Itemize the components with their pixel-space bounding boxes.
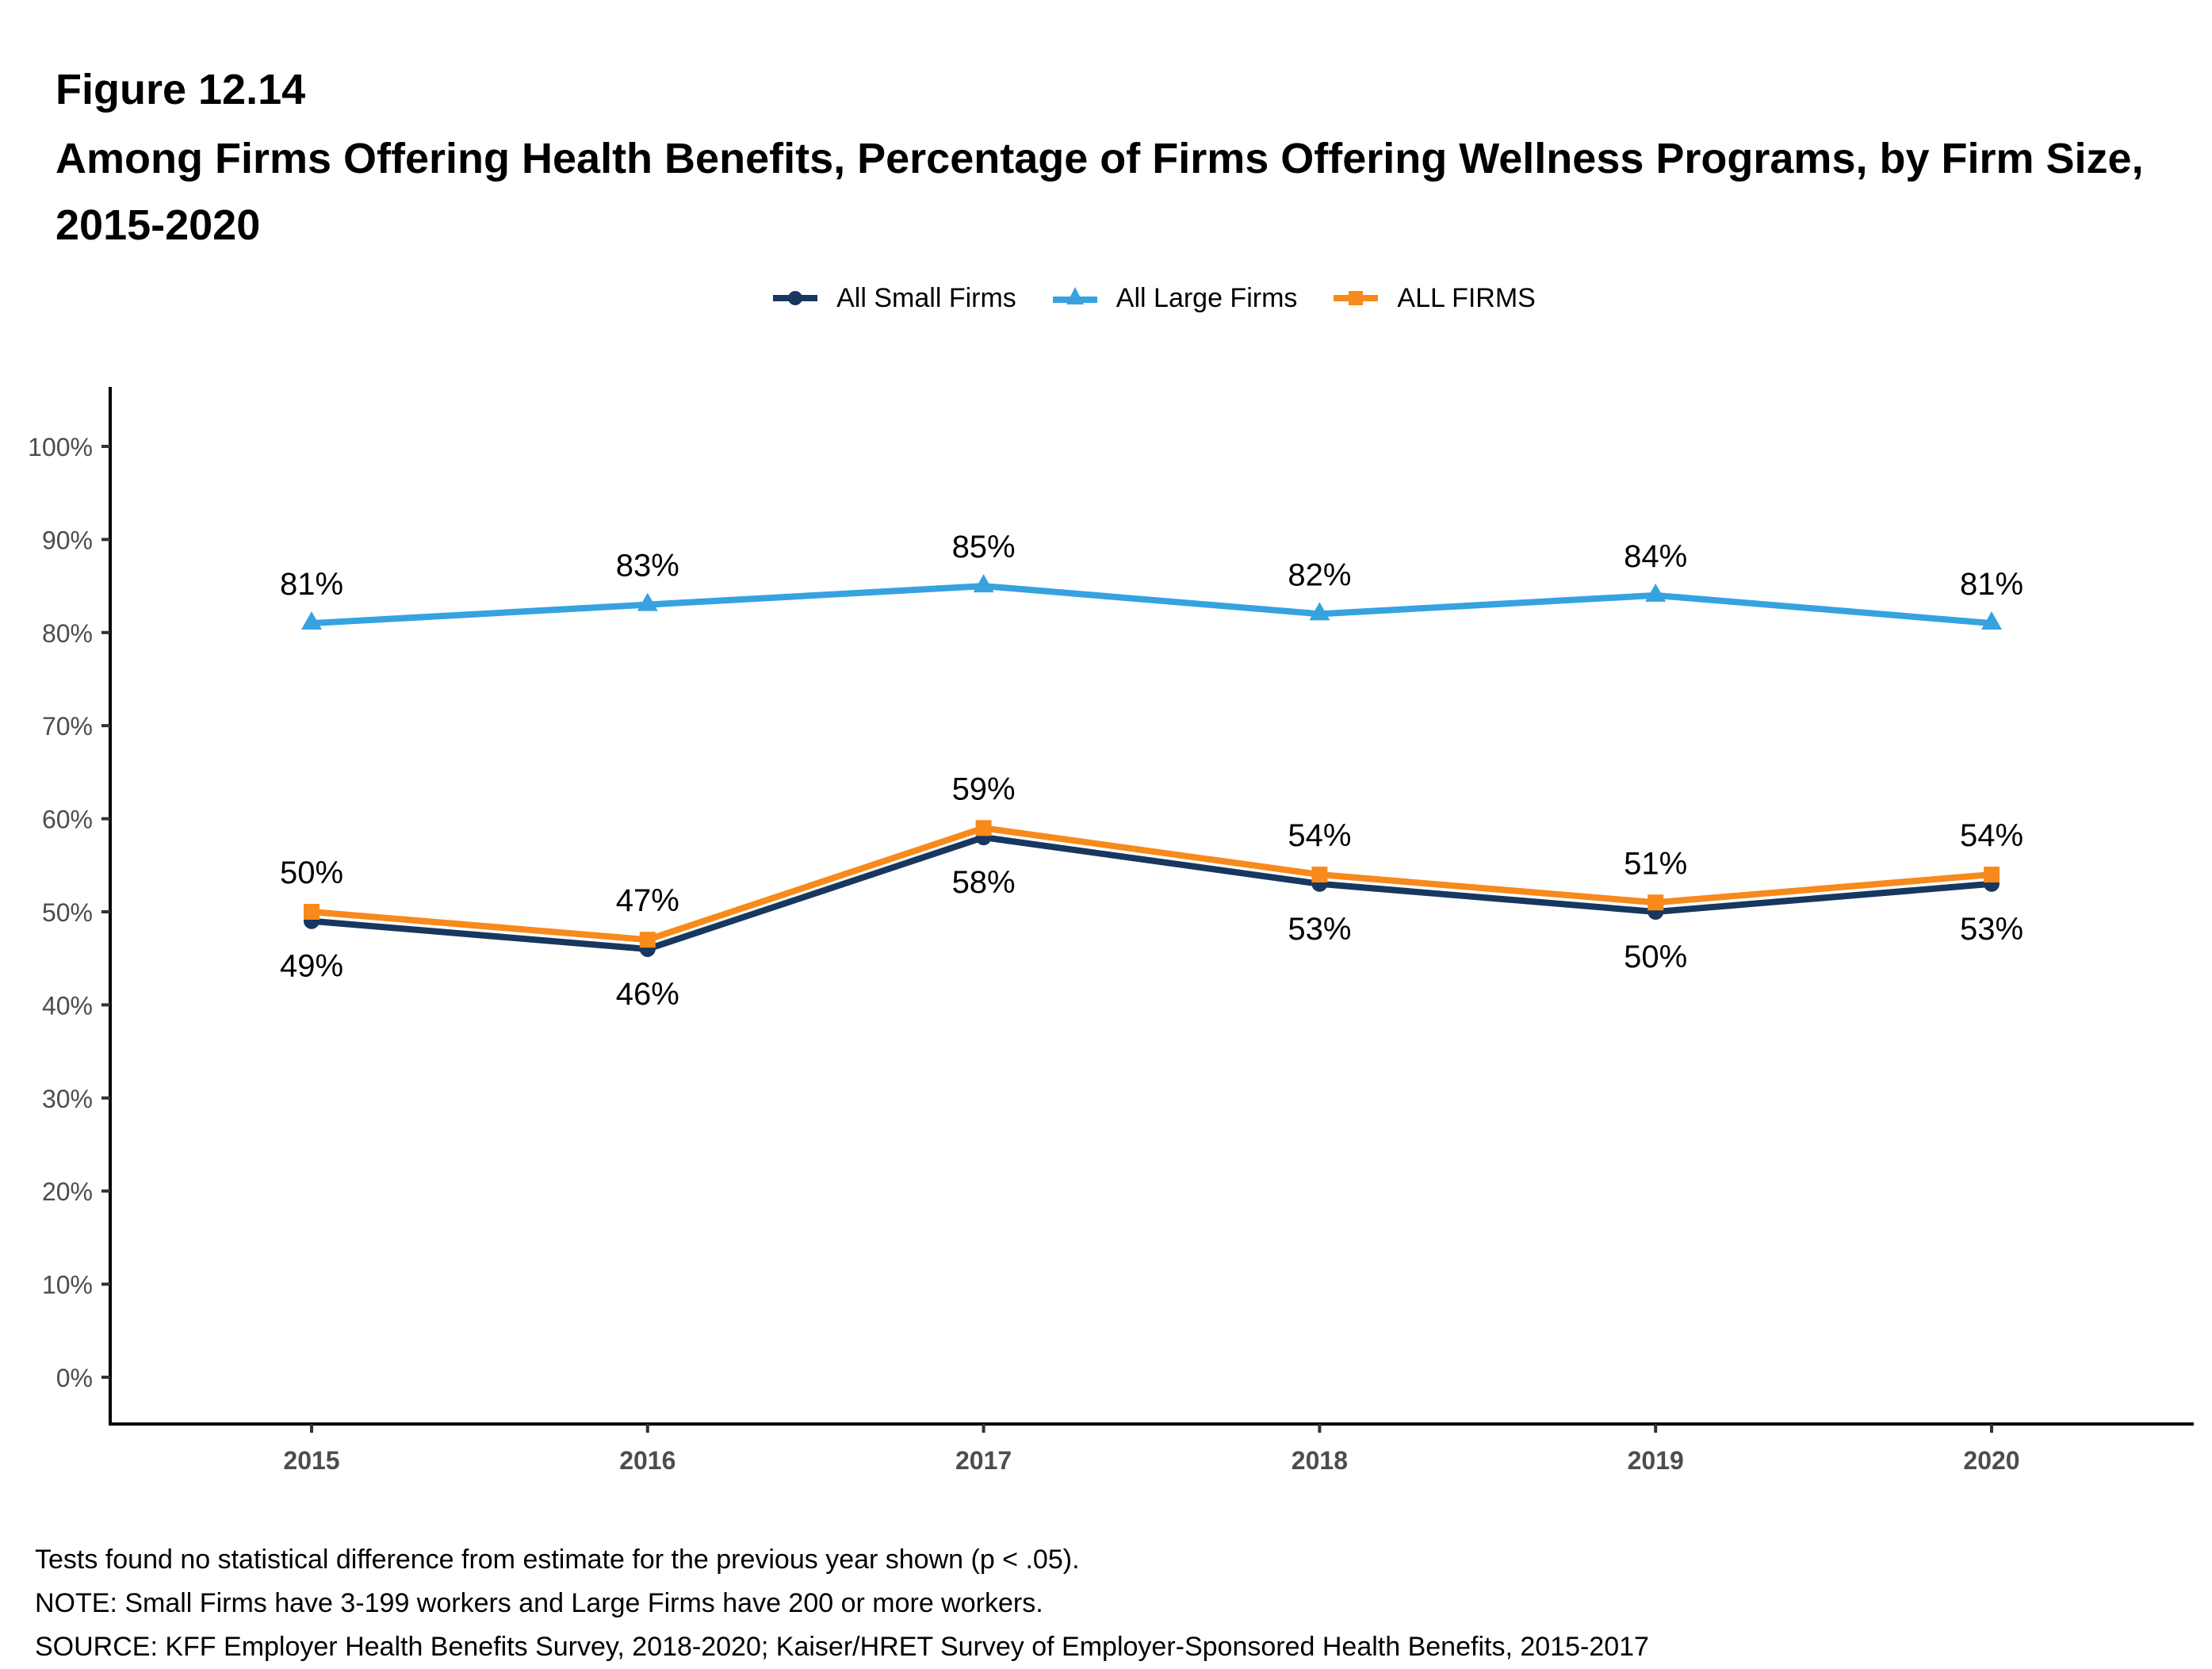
x-tick-label: 2017 (955, 1446, 1012, 1475)
legend-item-all-firms[interactable]: ALL FIRMS (1332, 282, 1536, 314)
legend-key-square-icon (1334, 291, 1379, 305)
data-label: 46% (616, 977, 679, 1012)
y-tick-label: 70% (42, 712, 93, 741)
data-point-triangle (1981, 611, 2002, 630)
legend-label: All Large Firms (1116, 283, 1298, 313)
data-label: 53% (1288, 912, 1351, 947)
data-point-square (1311, 867, 1328, 883)
legend-label: All Small Firms (836, 283, 1016, 313)
data-point-square (304, 904, 320, 920)
x-tick-label: 2018 (1292, 1446, 1348, 1475)
y-tick-label: 60% (42, 806, 93, 834)
data-label: 50% (280, 856, 343, 890)
legend-item-small-firms[interactable]: All Small Firms (771, 282, 1016, 314)
y-tick-label: 30% (42, 1085, 93, 1113)
data-label: 59% (952, 771, 1016, 806)
data-label: 51% (1624, 846, 1687, 881)
y-tick-label: 50% (42, 898, 93, 927)
y-tick-label: 100% (28, 433, 93, 461)
series-line (311, 833, 1992, 953)
chart-title: Among Firms Offering Health Benefits, Pe… (55, 135, 2144, 249)
data-label: 47% (616, 883, 679, 918)
series-all-large-firms (301, 574, 2002, 630)
data-label: 82% (1288, 557, 1351, 592)
data-point-triangle (973, 574, 994, 593)
y-tick-label: 90% (42, 526, 93, 554)
data-label: 83% (616, 549, 679, 584)
data-label: 81% (280, 567, 343, 602)
x-tick-label: 2015 (283, 1446, 339, 1475)
footnote-note: NOTE: Small Firms have 3-199 workers and… (35, 1588, 1043, 1618)
x-tick-label: 2016 (619, 1446, 675, 1475)
x-tick-label: 2019 (1628, 1446, 1684, 1475)
data-point-triangle (1645, 583, 1667, 602)
x-axis: 2015 2016 2017 2018 2019 2020 (109, 1422, 2194, 1475)
series-line (311, 825, 1992, 944)
data-point-square (639, 932, 656, 948)
data-point-square (975, 820, 992, 836)
data-label: 58% (952, 865, 1016, 900)
series-layer (301, 574, 2002, 957)
series-all-firms (304, 820, 2000, 948)
y-tick-label: 20% (42, 1177, 93, 1206)
footnote-significance: Tests found no statistical difference fr… (35, 1545, 1080, 1575)
data-label: 85% (952, 530, 1016, 565)
data-point-triangle (301, 611, 322, 630)
data-label-layer: 49% 46% 58% 53% 50% 53% 81% 83% 85% 82% 84% 81% 50% 4… (280, 530, 2023, 1012)
footnotes: Tests found no statistical difference fr… (35, 1538, 1649, 1669)
x-tick-label: 2020 (1963, 1446, 2019, 1475)
y-tick-label: 80% (42, 619, 93, 648)
figure-label: Figure 12.14 (55, 66, 306, 113)
data-label: 49% (280, 949, 343, 984)
y-tick-label: 0% (56, 1364, 93, 1392)
legend-item-large-firms[interactable]: All Large Firms (1051, 282, 1298, 314)
legend-key-circle-icon (773, 291, 818, 305)
footnote-source: SOURCE: KFF Employer Health Benefits Sur… (35, 1632, 1649, 1662)
y-axis: 0% 10% 20% 30% 40% 50% 60% 70% 80% 90% 100% (28, 387, 112, 1426)
data-point-triangle (1309, 602, 1330, 621)
data-label: 84% (1624, 539, 1687, 574)
data-label: 53% (1960, 912, 2023, 947)
data-label: 81% (1960, 567, 2023, 602)
data-label: 54% (1288, 818, 1351, 853)
data-label: 54% (1960, 818, 2023, 853)
legend: All Small Firms All Large Firms ALL FIRM… (0, 282, 2212, 314)
legend-label: ALL FIRMS (1397, 283, 1536, 313)
data-point-square (1648, 894, 1664, 911)
series-line (311, 583, 1992, 627)
y-tick-label: 10% (42, 1271, 93, 1300)
data-point-triangle (637, 592, 658, 611)
data-label: 50% (1624, 940, 1687, 974)
data-point-square (1984, 867, 2000, 883)
y-tick-label: 40% (42, 991, 93, 1020)
legend-key-triangle-icon (1052, 287, 1097, 304)
